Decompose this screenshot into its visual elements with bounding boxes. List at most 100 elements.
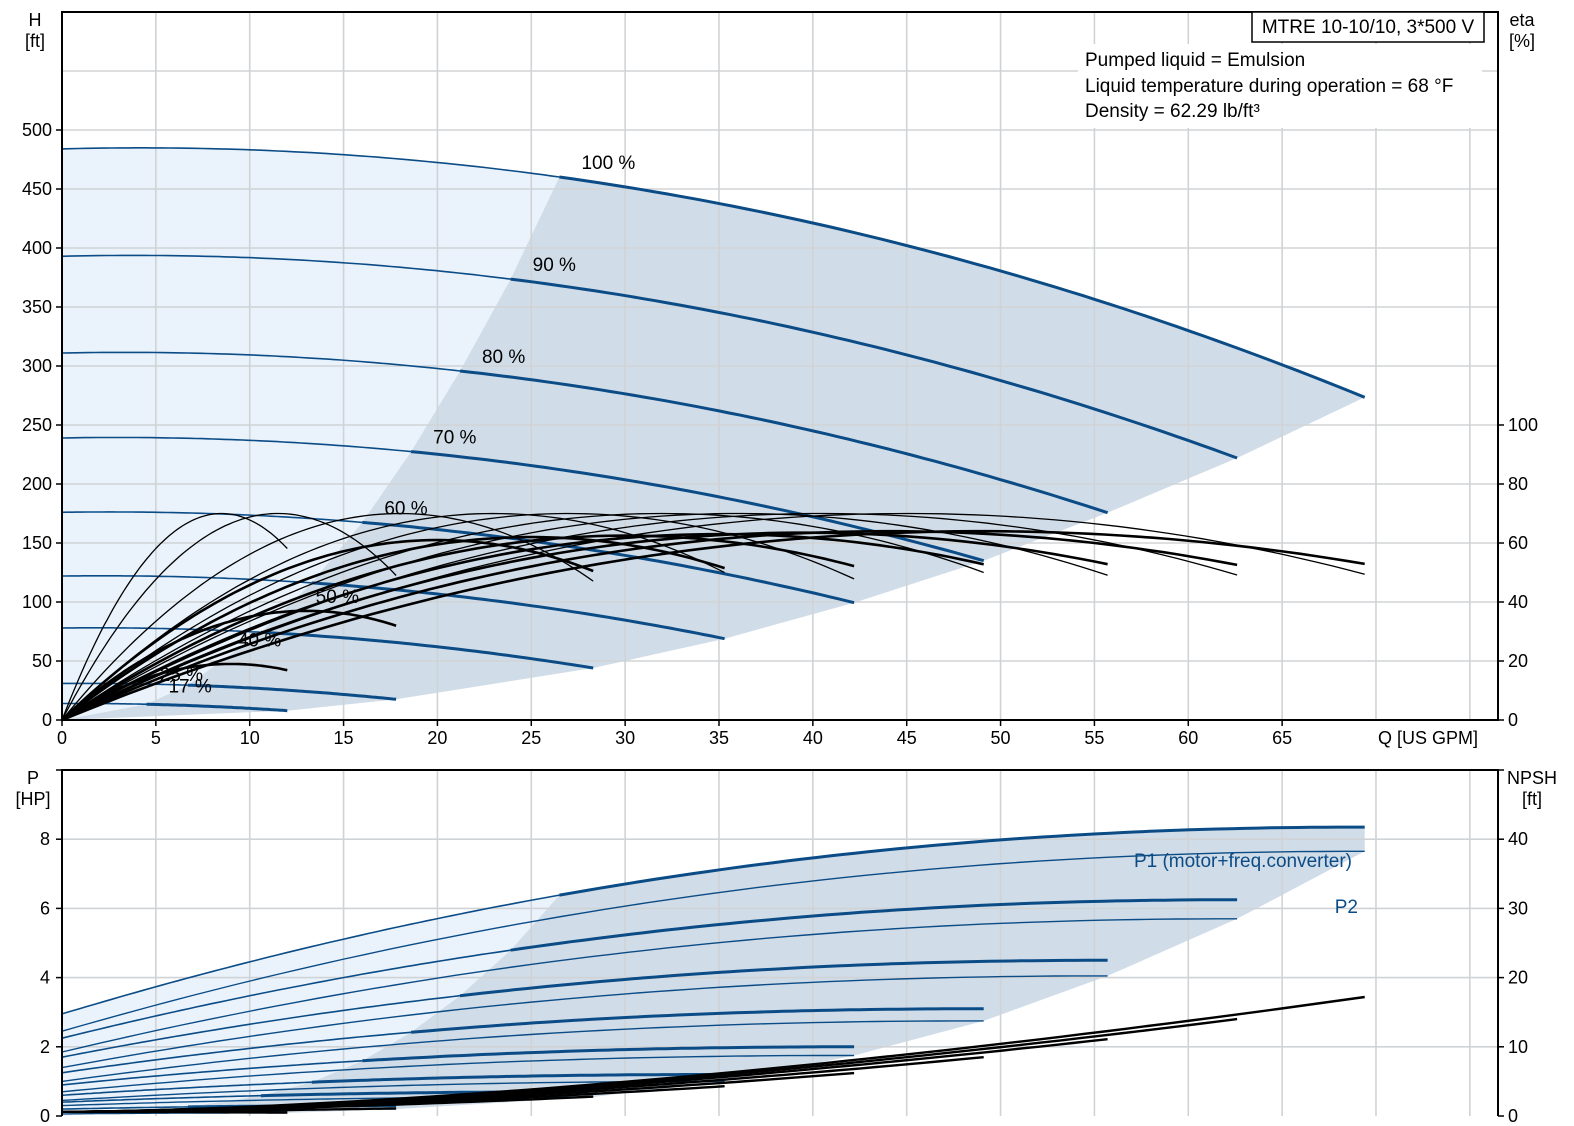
p1-curve xyxy=(559,825,1365,897)
y-tick-label: 8 xyxy=(40,829,50,849)
p1-curve-low-flow xyxy=(61,994,461,1058)
x-tick-label: 35 xyxy=(709,728,729,748)
efficiency-curve xyxy=(61,512,1108,721)
y-tick-label: 50 xyxy=(32,651,52,671)
efficiency-curve xyxy=(61,512,1238,721)
head-curve-low-flow xyxy=(62,575,312,584)
efficiency-curve xyxy=(61,512,288,721)
speed-label: 40 % xyxy=(238,630,281,651)
efficiency-curve xyxy=(61,512,594,721)
x-tick-label: 60 xyxy=(1178,728,1198,748)
y2-tick-label: 80 xyxy=(1508,474,1528,494)
y-axis-unit-p: [HP] xyxy=(15,789,50,809)
p2-series-label: P2 xyxy=(1335,897,1358,918)
head-curve xyxy=(311,581,725,641)
efficiency-curves xyxy=(61,512,1365,722)
p1-curve-low-flow xyxy=(61,1031,412,1074)
x-tick-label: 65 xyxy=(1272,728,1292,748)
note-pumped-liquid: Pumped liquid = Emulsion xyxy=(1085,50,1305,71)
y-tick-label: 450 xyxy=(22,179,52,199)
head-curve-low-flow xyxy=(61,351,461,372)
y2-tick-label: 100 xyxy=(1508,415,1538,435)
p1-curve-low-flow xyxy=(61,1094,261,1103)
y2-tick-label: 30 xyxy=(1508,898,1528,918)
efficiency-curve xyxy=(61,512,984,721)
efficiency-curve xyxy=(61,512,725,721)
efficiency-curve xyxy=(61,538,594,721)
speed-curve-labels: 100 % 90 % 80 % 70 % 60 % 50 % 40 % 25 %17 % xyxy=(160,153,636,697)
y-tick-label: 4 xyxy=(40,968,50,988)
p1-curve-low-flow xyxy=(61,1081,312,1096)
efficiency-curve xyxy=(61,531,1108,722)
note-liquid-temperature: Liquid temperature during operation = 68… xyxy=(1085,76,1453,97)
speed-label: 70 % xyxy=(433,428,476,449)
y2-tick-label: 0 xyxy=(1508,1106,1518,1126)
x-tick-label: 15 xyxy=(334,728,354,748)
y-tick-label: 400 xyxy=(22,238,52,258)
head-efficiency-chart: 0 5 10 15 20 25 30 35 40 45 50 55 60 6505010015020025… xyxy=(22,10,1538,748)
y2-tick-label: 0 xyxy=(1508,710,1518,730)
p2-curve xyxy=(61,850,1365,1032)
y-tick-label: 0 xyxy=(42,710,52,730)
head-curve xyxy=(510,277,1238,460)
y2-tick-label: 40 xyxy=(1508,829,1528,849)
p2-curve xyxy=(61,918,1238,1053)
p1-curve xyxy=(410,1007,984,1034)
low-flow-power-region xyxy=(62,895,560,1116)
y2-axis-unit-npsh: [ft] xyxy=(1522,789,1542,809)
efficiency-curve xyxy=(61,529,1238,722)
x-tick-label: 5 xyxy=(151,728,161,748)
y2-tick-label: 20 xyxy=(1508,651,1528,671)
y-tick-label: 500 xyxy=(22,120,52,140)
y-tick-label: 2 xyxy=(40,1037,50,1057)
y-tick-label: 150 xyxy=(22,533,52,553)
speed-label: 50 % xyxy=(316,587,359,608)
x-tick-label: 10 xyxy=(240,728,260,748)
speed-label: 25 % xyxy=(160,665,203,686)
y-axis-label-h: H xyxy=(29,10,42,30)
efficiency-curve xyxy=(61,512,855,721)
y2-tick-label: 20 xyxy=(1508,968,1528,988)
head-curve xyxy=(187,683,397,701)
title-box xyxy=(1251,11,1485,43)
p1-curve xyxy=(311,1073,725,1084)
power-chart-frame xyxy=(61,769,1499,1116)
x-tick-label: 50 xyxy=(991,728,1011,748)
x-tick-label: 40 xyxy=(803,728,823,748)
x-tick-label: 20 xyxy=(427,728,447,748)
y-tick-label: 100 xyxy=(22,592,52,612)
p1-curve-low-flow xyxy=(61,949,511,1039)
p2-curve xyxy=(61,1020,984,1083)
chart-title: MTRE 10-10/10, 3*500 V xyxy=(1262,17,1475,38)
speed-label: 100 % xyxy=(581,153,635,174)
y2-tick-label: 10 xyxy=(1508,1037,1528,1057)
speed-label: 60 % xyxy=(384,498,427,519)
head-curve-low-flow xyxy=(61,254,511,280)
p1-curve xyxy=(459,958,1108,998)
x-tick-label: 30 xyxy=(615,728,635,748)
y-tick-label: 250 xyxy=(22,415,52,435)
y-tick-label: 350 xyxy=(22,297,52,317)
note-density: Density = 62.29 lb/ft³ xyxy=(1085,101,1260,122)
x-tick-label: 45 xyxy=(897,728,917,748)
y2-tick-label: 60 xyxy=(1508,533,1528,553)
y2-axis-unit-eta: [%] xyxy=(1509,31,1535,51)
y-tick-label: 300 xyxy=(22,356,52,376)
p1-curve-low-flow xyxy=(61,1106,188,1110)
efficiency-curve xyxy=(61,609,397,721)
p2-curve xyxy=(61,975,1108,1069)
npsh-curve xyxy=(62,1110,288,1114)
p1-series-label: P1 (motor+freq.converter) xyxy=(1134,851,1352,872)
power-chart-ticks: 0 2 4 6 8 0 10 20 30 40 xyxy=(40,769,1528,1126)
npsh-curves xyxy=(61,995,1365,1114)
head-chart-ticks: 0 5 10 15 20 25 30 35 40 45 50 55 60 6505010015020025… xyxy=(22,120,1538,748)
x-tick-label: 55 xyxy=(1084,728,1104,748)
p1-curve xyxy=(510,898,1238,952)
y2-axis-label-npsh: NPSH xyxy=(1507,768,1557,788)
operating-region xyxy=(62,177,1365,720)
y-axis-label-p: P xyxy=(27,768,39,788)
p1-curve xyxy=(362,1045,855,1063)
head-curve-low-flow xyxy=(61,147,560,178)
p2-curve xyxy=(61,1054,855,1093)
